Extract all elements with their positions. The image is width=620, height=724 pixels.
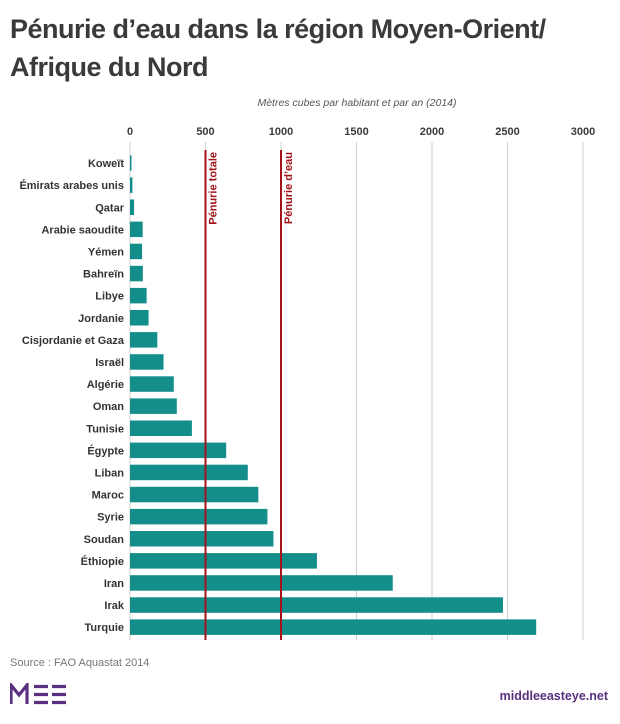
x-axis-ticks: 0 500 1000 1500 2000 2500 3000 (127, 126, 595, 138)
bar (130, 310, 149, 326)
category-label: Soudan (84, 534, 125, 546)
x-tick-label: 1500 (344, 126, 368, 138)
bar (130, 221, 143, 238)
bar (130, 243, 143, 260)
category-label: Cisjordanie et Gaza (22, 335, 125, 347)
chart-subtitle: Mètres cubes par habitant et par an (201… (257, 97, 456, 109)
mee-logo (10, 683, 66, 705)
category-label: Koweït (88, 158, 124, 170)
bar (130, 332, 158, 348)
category-label: Émirats arabes unis (19, 179, 124, 192)
bars (130, 155, 537, 635)
category-label: Yémen (88, 246, 124, 258)
category-label: Égypte (87, 444, 124, 457)
site-url: middleeasteye.net (499, 689, 608, 703)
category-label: Irak (104, 600, 124, 612)
category-label: Jordanie (78, 313, 124, 325)
category-label: Bahreïn (83, 269, 124, 281)
x-tick-label: 2000 (420, 126, 444, 138)
reference-line-label: Pénurie d’eau (283, 152, 295, 224)
x-tick-label: 500 (196, 126, 214, 138)
y-axis-labels: Koweït Émirats arabes unis Qatar Arabie sao… (19, 158, 124, 634)
category-label: Israël (95, 357, 124, 369)
x-tick-label: 3000 (571, 126, 595, 138)
category-label: Éthiopie (81, 555, 124, 568)
bar (130, 398, 177, 414)
bar (130, 199, 135, 215)
bar (130, 575, 393, 591)
source-note: Source : FAO Aquastat 2014 (10, 657, 150, 669)
reference-line-label: Pénurie totale (208, 152, 220, 225)
bar (130, 531, 274, 547)
category-label: Maroc (92, 490, 124, 502)
category-label: Tunisie (86, 423, 124, 435)
category-label: Qatar (95, 202, 124, 214)
bar (130, 155, 132, 171)
chart-title: Pénurie d’eau dans la région Moyen-Orien… (10, 14, 546, 82)
bar (130, 420, 192, 436)
bar (130, 177, 133, 193)
category-label: Libye (95, 291, 124, 303)
bar (130, 376, 174, 392)
bar (130, 287, 147, 304)
bar (130, 442, 227, 459)
category-label: Oman (93, 401, 124, 413)
bar (130, 265, 143, 282)
category-label: Syrie (97, 512, 124, 524)
bar (130, 486, 259, 503)
bar (130, 464, 248, 481)
category-label: Iran (104, 578, 124, 590)
bar (130, 597, 503, 613)
x-tick-label: 1000 (269, 126, 293, 138)
x-tick-label: 0 (127, 126, 133, 138)
bar (130, 508, 268, 525)
category-label: Arabie saoudite (41, 224, 124, 236)
category-label: Liban (95, 467, 125, 479)
bar (130, 619, 537, 635)
x-tick-label: 2500 (495, 126, 519, 138)
category-label: Turquie (84, 622, 124, 634)
bar (130, 354, 164, 370)
bar (130, 553, 317, 569)
reference-lines: Pénurie totale Pénurie d’eau (204, 150, 295, 640)
category-label: Algérie (87, 379, 124, 391)
